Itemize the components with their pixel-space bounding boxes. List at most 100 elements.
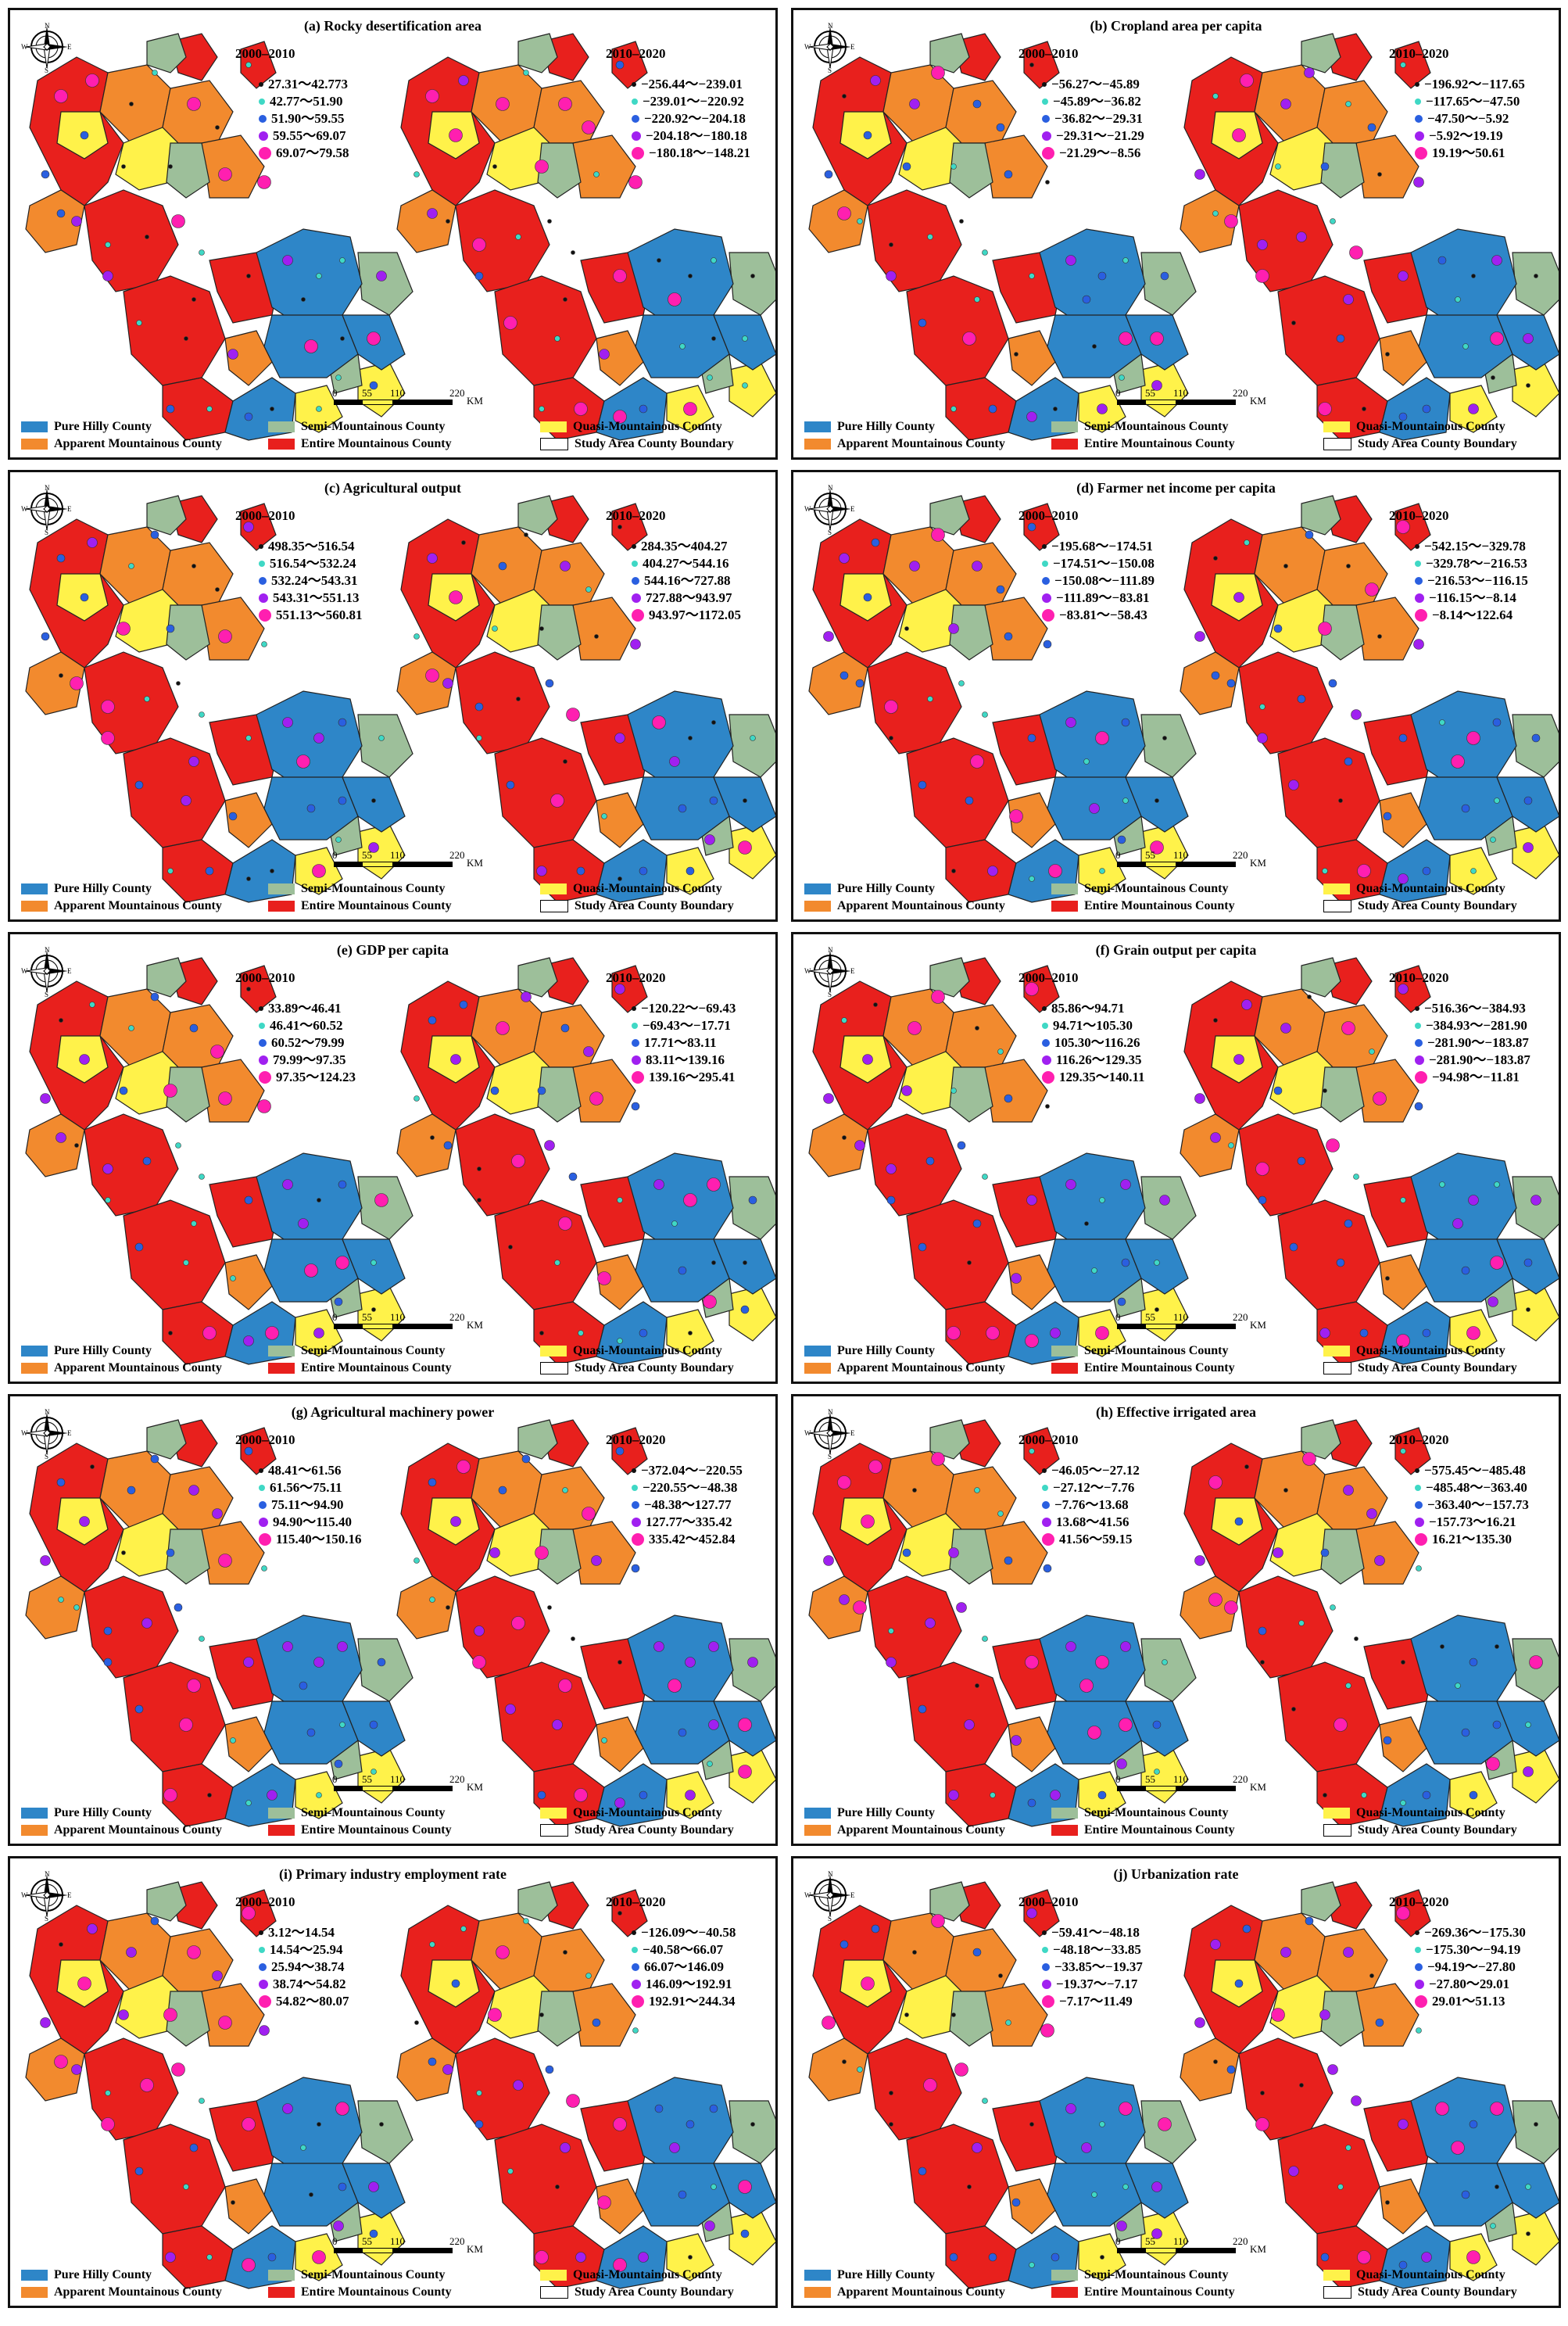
- range-text: 97.35～124.23: [276, 1070, 356, 1084]
- county-change-dot: [339, 257, 345, 263]
- scale-bar: 0 55 110 220 KM: [1115, 1311, 1295, 1339]
- county-region: [1394, 965, 1431, 1013]
- scale-tick: 0: [332, 387, 338, 399]
- county-region: [256, 1615, 363, 1710]
- range-item: −27.12～−7.76: [1042, 1479, 1140, 1496]
- county-change-dot: [199, 2098, 205, 2104]
- scale-tick: 55: [1145, 387, 1155, 399]
- range-item: 105.30～116.26: [1042, 1034, 1145, 1052]
- county-change-dot: [218, 2016, 232, 2030]
- county-region: [1238, 651, 1334, 754]
- county-change-dot: [103, 1626, 113, 1636]
- legend-swatch-icon: [21, 883, 48, 894]
- county-change-dot: [653, 1179, 664, 1190]
- range-dot-icon: [632, 1980, 641, 1989]
- svg-text:E: E: [850, 1429, 855, 1437]
- county-region: [455, 189, 550, 292]
- range-legend: −59.41～−48.18 −48.18～−33.85 −33.85～−19.37−…: [1042, 1924, 1143, 2010]
- county-change-dot: [1298, 1620, 1305, 1626]
- county-change-dot: [996, 123, 1005, 132]
- county-change-dot: [215, 125, 220, 130]
- county-region: [84, 651, 179, 754]
- county-change-dot: [298, 1218, 309, 1229]
- range-text: −27.80～29.01: [1429, 1977, 1510, 1991]
- range-dot-icon: [259, 82, 263, 87]
- range-item: −239.01～−220.92: [632, 93, 750, 110]
- range-text: 59.55～69.07: [273, 128, 346, 143]
- county-change-dot: [535, 2250, 549, 2264]
- county-region: [1379, 1254, 1427, 1310]
- county-region: [867, 189, 962, 292]
- range-dot-icon: [1415, 1947, 1421, 1953]
- county-region: [537, 1529, 582, 1585]
- legend-item-boundary: Study Area County Boundary: [1323, 1823, 1517, 1837]
- county-change-dot: [183, 2184, 189, 2190]
- period-label: 2010–2020: [606, 46, 666, 61]
- county-region: [224, 1716, 273, 1772]
- county-change-dot: [1258, 1626, 1267, 1636]
- range-item: 41.56～59.15: [1042, 1531, 1140, 1548]
- range-item: −69.43～−17.71: [632, 1017, 736, 1034]
- county-change-dot: [886, 1163, 897, 1174]
- county-change-dot: [1326, 1138, 1340, 1152]
- county-change-dot: [972, 561, 983, 572]
- range-item: −174.51～−150.08: [1042, 555, 1155, 572]
- legend-label: Entire Mountainous County: [1084, 1823, 1235, 1837]
- county-change-dot: [244, 412, 253, 421]
- county-change-dot: [515, 234, 521, 240]
- county-region: [596, 1763, 668, 1827]
- county-change-dot: [134, 2167, 144, 2176]
- county-change-dot: [1027, 733, 1036, 743]
- range-item: 94.71～105.30: [1042, 1017, 1145, 1034]
- legend-label: Quasi-Mountainous County: [573, 1806, 722, 1819]
- range-text: 335.42～452.84: [649, 1532, 736, 1546]
- range-item: −329.78～−216.53: [1415, 555, 1528, 572]
- county-change-dot: [428, 2057, 437, 2066]
- county-change-dot: [912, 1950, 917, 1955]
- county-change-dot: [1451, 754, 1465, 769]
- range-dot-icon: [1415, 1930, 1419, 1935]
- county-region: [627, 2077, 734, 2172]
- county-change-dot: [972, 1948, 982, 1957]
- county-change-dot: [688, 736, 693, 740]
- county-change-dot: [231, 2200, 235, 2205]
- county-change-dot: [442, 2064, 453, 2075]
- range-text: 139.16～295.41: [649, 1070, 736, 1084]
- scale-unit: KM: [1250, 2243, 1266, 2255]
- range-dot-icon: [632, 1533, 644, 1546]
- map-legend: Pure Hilly County Semi-Mountainous County…: [804, 882, 1551, 913]
- legend-item-quasi-mountainous: Quasi-Mountainous County: [540, 420, 722, 434]
- county-change-dot: [105, 242, 111, 248]
- county-change-dot: [1491, 255, 1502, 266]
- county-change-dot: [144, 696, 150, 702]
- county-change-dot: [1241, 999, 1252, 1010]
- county-change-dot: [150, 530, 159, 539]
- county-change-dot: [218, 1091, 232, 1106]
- county-region: [123, 1199, 226, 1310]
- range-dot-icon: [1042, 1485, 1048, 1491]
- svg-text:W: W: [21, 1891, 28, 1899]
- range-dot-icon: [259, 115, 267, 123]
- county-change-dot: [71, 2064, 82, 2075]
- county-change-dot: [472, 1655, 486, 1669]
- county-change-dot: [1486, 1757, 1500, 1771]
- legend-label: Semi-Mountainous County: [301, 1806, 446, 1819]
- county-change-dot: [711, 2184, 717, 2190]
- county-region: [1238, 1113, 1334, 1217]
- county-region: [494, 737, 597, 848]
- range-dot-icon: [632, 1071, 644, 1084]
- county-change-dot: [1043, 640, 1052, 649]
- county-change-dot: [1490, 2223, 1496, 2229]
- county-region: [1039, 1152, 1146, 1248]
- county-change-dot: [1455, 1683, 1461, 1689]
- county-change-dot: [56, 209, 66, 218]
- county-change-dot: [545, 679, 554, 688]
- county-change-dot: [688, 274, 693, 278]
- county-change-dot: [1234, 1979, 1244, 1988]
- range-dot-icon: [259, 1055, 268, 1065]
- county-region: [984, 1059, 1048, 1123]
- county-change-dot: [230, 1275, 236, 1281]
- county-change-dot: [450, 1054, 461, 1065]
- period-label: 2000–2010: [235, 1894, 295, 1909]
- legend-label: Study Area County Boundary: [1358, 1823, 1517, 1837]
